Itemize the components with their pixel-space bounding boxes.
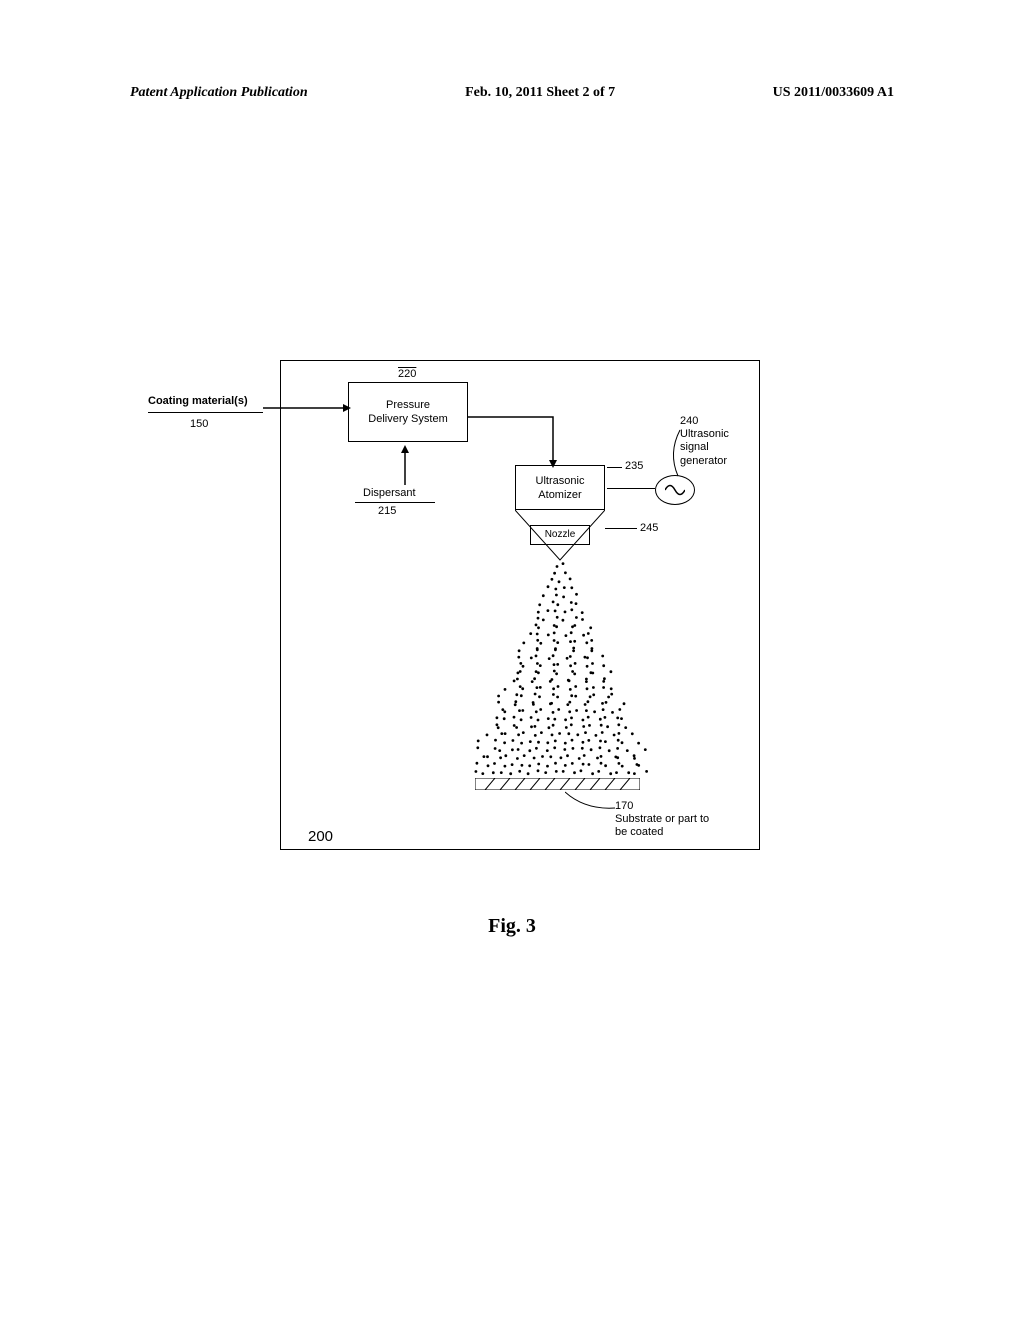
- dispersant-ref-num: 215: [378, 505, 396, 517]
- coating-materials-label: Coating material(s): [148, 395, 248, 407]
- nozzle-text: Nozzle: [545, 529, 576, 540]
- substrate-label: 170 Substrate or part to be coated: [615, 800, 709, 840]
- header-right: US 2011/0033609 A1: [773, 85, 894, 101]
- coating-ref-num: 150: [190, 418, 208, 430]
- generator-ref-num: 240: [680, 415, 698, 427]
- dispersant-underline: [355, 502, 435, 503]
- figure-ref-num: 200: [308, 828, 333, 845]
- nozzle-box: Nozzle: [530, 525, 590, 545]
- figure-caption: Fig. 3: [0, 915, 1024, 938]
- coating-underline: [148, 412, 263, 413]
- substrate-icon: [475, 778, 640, 790]
- atomizer-leader-line: [607, 467, 622, 468]
- generator-leader-line: [607, 488, 655, 489]
- coating-arrow-icon: [263, 403, 353, 413]
- header-left: Patent Application Publication: [130, 85, 308, 101]
- substrate-ref-num: 170: [615, 800, 633, 812]
- ultrasonic-atomizer-box: Ultrasonic Atomizer: [515, 465, 605, 510]
- page-header: Patent Application Publication Feb. 10, …: [0, 85, 1024, 101]
- pressure-to-atomizer-arrow-icon: [468, 412, 568, 472]
- pressure-ref-num: 220: [398, 368, 416, 380]
- atomizer-ref-num: 235: [625, 460, 643, 472]
- dispersant-label: Dispersant: [363, 487, 416, 499]
- generator-text: Ultrasonic signal generator: [680, 428, 729, 466]
- pressure-text: Pressure Delivery System: [368, 399, 447, 425]
- substrate-leader-line: [565, 790, 620, 820]
- dispersant-arrow-icon: [395, 445, 415, 487]
- substrate-text: Substrate or part to be coated: [615, 813, 709, 838]
- nozzle-leader-line: [605, 528, 637, 529]
- nozzle-ref-num: 245: [640, 522, 658, 534]
- sine-wave-icon: [665, 483, 685, 497]
- pressure-delivery-box: Pressure Delivery System: [348, 382, 468, 442]
- spray-dots-icon: [470, 560, 650, 785]
- generator-label: 240 Ultrasonic signal generator: [680, 415, 729, 468]
- header-center: Feb. 10, 2011 Sheet 2 of 7: [465, 85, 615, 101]
- atomizer-text: Ultrasonic Atomizer: [536, 475, 585, 501]
